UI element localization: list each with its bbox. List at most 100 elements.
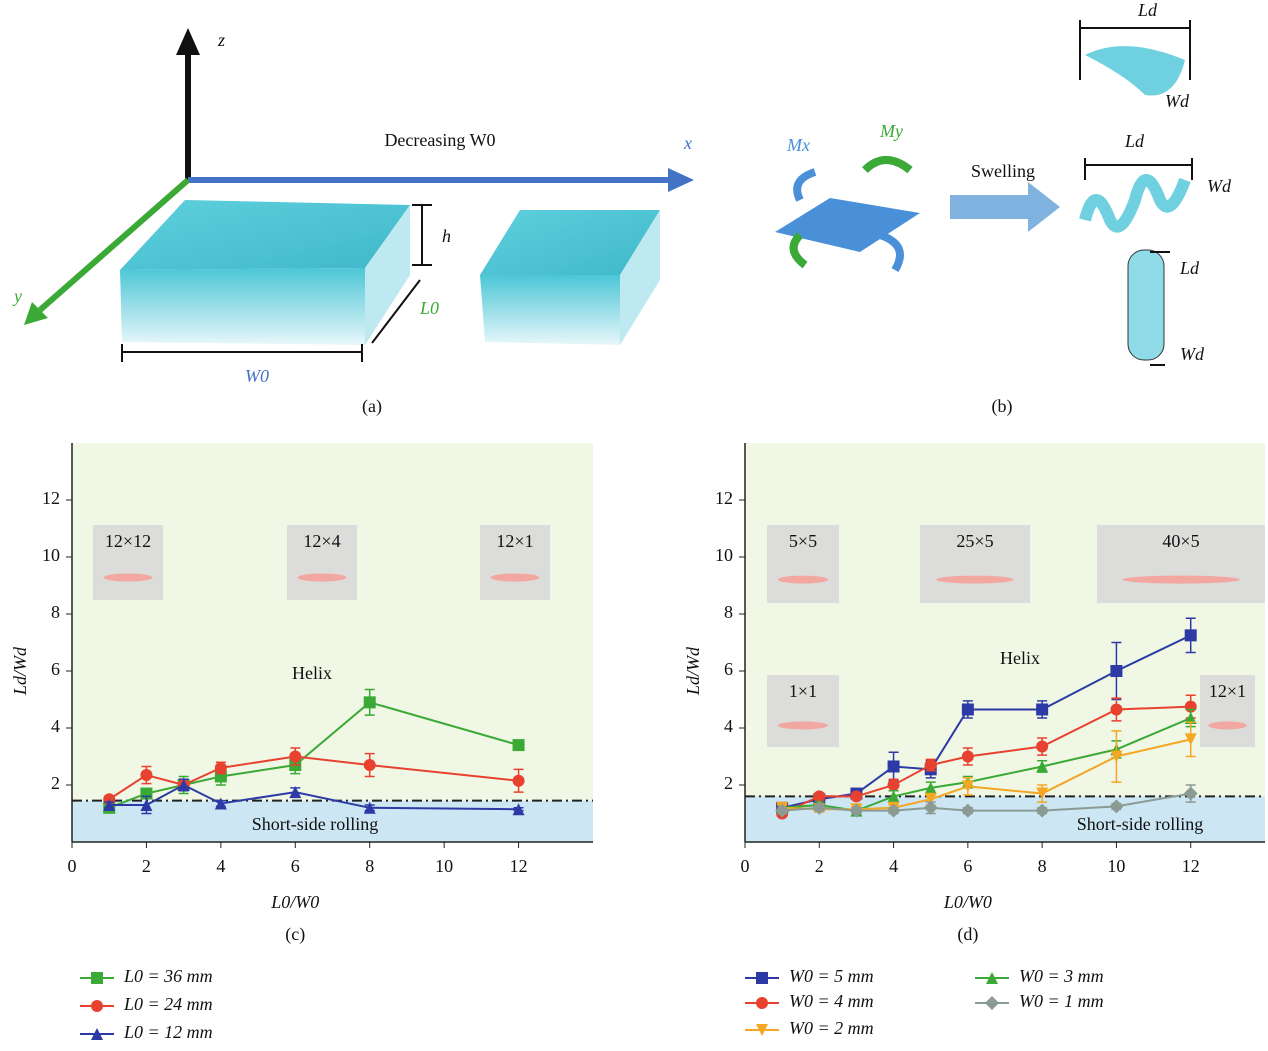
- plot-background: [745, 443, 1265, 842]
- inset-label: 12×4: [303, 531, 340, 551]
- legend-label: W0 = 5 mm: [789, 966, 874, 986]
- inset-label: 1×1: [789, 681, 817, 701]
- x-tick-label: 8: [1038, 856, 1047, 876]
- y-tick-label: 4: [51, 716, 60, 736]
- sample: [491, 574, 540, 582]
- panel-label: (d): [957, 924, 978, 945]
- x-tick-label: 12: [1182, 856, 1200, 876]
- x-tick-label: 0: [68, 856, 77, 876]
- panel-label: (b): [992, 396, 1013, 417]
- gel-front: [120, 268, 365, 345]
- label: Ld: [1124, 131, 1145, 151]
- marker: [364, 759, 376, 771]
- annotation: Helix: [292, 663, 332, 683]
- panel-label: (c): [285, 924, 305, 945]
- panel-label: (a): [362, 396, 382, 417]
- label: My: [879, 121, 903, 141]
- x-tick-label: 2: [142, 856, 151, 876]
- label: Decreasing W0: [384, 130, 495, 150]
- y-tick-label: 10: [42, 545, 60, 565]
- sample: [778, 721, 828, 729]
- x-tick-label: 4: [216, 856, 225, 876]
- gel-front: [480, 275, 620, 345]
- marker: [888, 760, 900, 772]
- y-tick-label: 8: [51, 602, 60, 622]
- swelling-arrow: [950, 182, 1060, 232]
- annotation: Short-side rolling: [252, 814, 379, 834]
- y-axis-label: Ld/Wd: [10, 646, 30, 696]
- label: Ld: [1179, 258, 1200, 278]
- helix-shape: [1085, 180, 1185, 227]
- sample: [778, 576, 828, 584]
- arrowhead: [176, 28, 200, 55]
- axis-label: z: [217, 30, 225, 50]
- label: Ld: [1137, 0, 1158, 20]
- chart: 24681012024681012L0/W0(d)Ld/Wd5×525×540×…: [683, 443, 1265, 1038]
- x-axis-label: L0/W0: [270, 892, 319, 912]
- inset-label: 12×1: [496, 531, 533, 551]
- y-tick-label: 4: [724, 716, 733, 736]
- inset-label: 12×12: [105, 531, 151, 551]
- marker: [513, 739, 525, 751]
- x-tick-label: 6: [963, 856, 972, 876]
- legend-marker: [756, 972, 768, 984]
- inset-label: 25×5: [956, 531, 993, 551]
- sample: [104, 574, 153, 582]
- y-tick-label: 6: [724, 659, 733, 679]
- marker: [1110, 665, 1122, 677]
- label: h: [442, 226, 451, 246]
- x-tick-label: 6: [291, 856, 300, 876]
- marker: [962, 751, 974, 763]
- label: Wd: [1180, 344, 1205, 364]
- legend-marker: [91, 1000, 103, 1012]
- marker: [962, 703, 974, 715]
- marker: [1110, 703, 1122, 715]
- legend-label: W0 = 4 mm: [789, 991, 874, 1011]
- inset-label: 5×5: [789, 531, 817, 551]
- figure: z x y Decreasing W0 h L0 W0 (a) Mx My Sw…: [0, 0, 1268, 1051]
- legend-label: W0 = 3 mm: [1019, 966, 1104, 986]
- marker: [513, 775, 525, 787]
- sample: [1208, 721, 1247, 729]
- x-tick-label: 0: [741, 856, 750, 876]
- panel-a: z x y Decreasing W0 h L0 W0 (a): [12, 28, 694, 417]
- marker: [215, 762, 227, 774]
- axis-label: x: [683, 133, 692, 153]
- marker: [850, 790, 862, 802]
- annotation: Short-side rolling: [1077, 814, 1204, 834]
- y-axis-label: Ld/Wd: [683, 646, 703, 696]
- x-tick-label: 2: [815, 856, 824, 876]
- legend-marker: [756, 997, 768, 1009]
- sample: [298, 574, 347, 582]
- legend-label: L0 = 12 mm: [123, 1022, 213, 1042]
- y-tick-label: 8: [724, 602, 733, 622]
- legend-label: L0 = 24 mm: [123, 994, 213, 1014]
- label: W0: [245, 366, 269, 386]
- gel-top: [120, 200, 410, 270]
- y-tick-label: 10: [715, 545, 733, 565]
- marker: [140, 769, 152, 781]
- arrowhead: [668, 168, 694, 192]
- y-tick-label: 12: [715, 488, 733, 508]
- y-tick-label: 2: [724, 773, 733, 793]
- label: Swelling: [971, 161, 1035, 181]
- legend-marker: [91, 972, 103, 984]
- inset-label: 12×1: [1209, 681, 1246, 701]
- marker: [364, 696, 376, 708]
- sample: [1122, 576, 1240, 584]
- marker: [925, 759, 937, 771]
- marker: [289, 751, 301, 763]
- tube-shape: [1085, 46, 1185, 95]
- x-tick-label: 10: [1107, 856, 1125, 876]
- x-tick-label: 12: [510, 856, 528, 876]
- panel-b: Mx My Swelling Ld Wd Ld Wd Ld Wd (b): [775, 0, 1232, 417]
- annotation: Helix: [1000, 648, 1040, 668]
- sample: [937, 576, 1014, 584]
- label: Mx: [786, 135, 810, 155]
- x-axis-label: L0/W0: [943, 892, 992, 912]
- label: L0: [419, 298, 439, 318]
- x-tick-label: 8: [365, 856, 374, 876]
- roll-shape: [1128, 250, 1164, 360]
- y-tick-label: 12: [42, 488, 60, 508]
